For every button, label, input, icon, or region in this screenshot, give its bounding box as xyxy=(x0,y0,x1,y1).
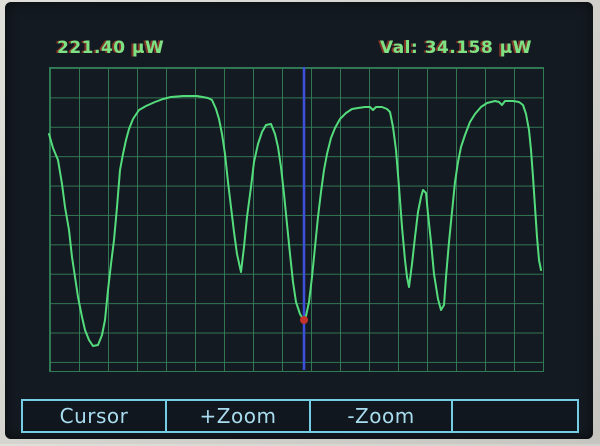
cursor-value-reading: Val: 34.158 µW xyxy=(379,38,532,58)
softkey-blank[interactable] xyxy=(451,401,577,431)
lcd-screen: 221.40 µW Val: 34.158 µW Cursor +Zoom -Z… xyxy=(5,2,593,439)
softkey-zoom-in[interactable]: +Zoom xyxy=(165,401,309,431)
softkey-cursor[interactable]: Cursor xyxy=(59,404,129,428)
softkey-zoom-out[interactable]: -Zoom xyxy=(309,401,451,431)
peak-power-reading: 221.40 µW xyxy=(57,38,165,58)
plot-area xyxy=(49,67,544,372)
softkey-bar: Cursor +Zoom -Zoom xyxy=(21,399,579,433)
